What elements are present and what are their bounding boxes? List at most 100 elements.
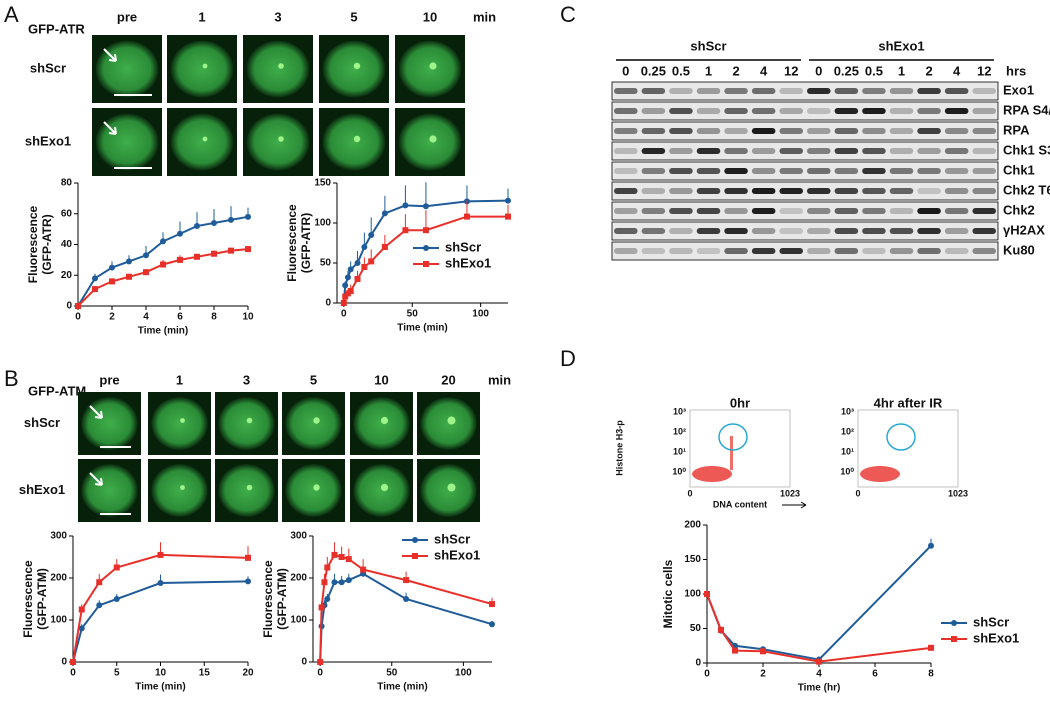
column-label: 3	[243, 372, 250, 387]
focus	[429, 62, 437, 70]
marker	[732, 647, 738, 654]
marker	[78, 625, 85, 632]
band	[669, 168, 693, 174]
y-tick-label: 100	[50, 615, 67, 626]
row-label: Chk2 T68	[1003, 182, 1050, 197]
column-label: 5	[350, 9, 357, 24]
band	[834, 168, 859, 174]
band	[641, 188, 666, 194]
y-tick-label: 200	[50, 573, 67, 584]
band	[807, 248, 831, 254]
lane-label: 0.5	[865, 63, 883, 78]
x-tick-label: 6	[177, 312, 183, 323]
legend-label: shExo1	[445, 255, 491, 270]
y-axis-title: Fluorescence	[261, 560, 275, 638]
series-line	[72, 553, 249, 663]
band	[917, 248, 941, 254]
marker	[331, 551, 338, 558]
band	[614, 228, 638, 234]
marker	[126, 273, 132, 280]
x-axis-title: DNA content	[713, 499, 767, 509]
band	[779, 248, 803, 254]
band	[889, 188, 914, 194]
band	[614, 208, 638, 214]
x-axis-title: Time (min)	[397, 323, 447, 334]
panel-title: GFP-ATR	[28, 21, 85, 36]
arrow	[89, 472, 103, 486]
row-label: γH2AX	[1003, 222, 1045, 237]
y-tick-label: 0	[61, 657, 67, 668]
focus	[246, 484, 253, 491]
arrow	[782, 501, 807, 509]
lane-label: 0.25	[641, 63, 666, 78]
marker	[157, 551, 164, 558]
band	[889, 228, 914, 234]
band	[889, 128, 914, 134]
marker	[422, 203, 429, 210]
marker	[340, 300, 347, 306]
y-tick-label: 0	[66, 301, 72, 312]
population	[860, 466, 900, 482]
row-label: shExo1	[19, 482, 65, 497]
band	[972, 248, 996, 254]
band	[807, 88, 831, 94]
x-tick-label: 5	[114, 668, 120, 679]
x-tick-label: 0	[75, 312, 81, 323]
y-tick-label: 300	[50, 531, 67, 542]
y-tick-label: 100	[290, 615, 307, 626]
band	[834, 188, 859, 194]
band	[972, 128, 996, 134]
band	[807, 228, 831, 234]
marker	[368, 232, 375, 238]
band	[889, 148, 914, 154]
focus	[447, 416, 456, 425]
focus	[246, 417, 253, 424]
x-axis-title: Time (hr)	[798, 683, 841, 694]
band	[724, 208, 748, 214]
x-tick-label: 1023	[948, 488, 968, 498]
focus	[180, 418, 185, 423]
blot-strip	[611, 241, 999, 261]
band	[889, 248, 914, 254]
y-tick-label: 10⁰	[840, 466, 854, 476]
focus	[380, 416, 389, 425]
x-tick-label: 0	[687, 488, 692, 498]
legend-label: shExo1	[434, 547, 480, 562]
marker	[96, 579, 103, 586]
band	[972, 88, 996, 94]
band	[944, 148, 969, 154]
nucleus	[218, 397, 275, 450]
x-tick-label: 2	[109, 312, 115, 323]
marker	[228, 247, 234, 254]
y-tick-label: 200	[684, 520, 701, 531]
band	[889, 208, 914, 214]
blot-strip	[611, 201, 999, 221]
blot-strip	[611, 101, 999, 121]
band	[944, 248, 969, 254]
column-label: 5	[310, 372, 317, 387]
x-axis-title: Time (min)	[135, 682, 185, 693]
band	[724, 248, 748, 254]
band	[779, 188, 803, 194]
panel-letter: C	[560, 2, 576, 27]
blot-strip	[611, 181, 999, 201]
arrow	[89, 405, 103, 419]
blot-strip	[611, 221, 999, 241]
y-tick-label: 40	[61, 239, 73, 250]
band	[944, 228, 969, 234]
band	[751, 108, 776, 114]
focus	[278, 63, 284, 69]
band	[807, 208, 831, 214]
marker	[760, 648, 766, 655]
row-label: Ku80	[1003, 242, 1035, 257]
y-tick-label: 150	[684, 554, 701, 565]
row-label: Exo1	[1003, 82, 1034, 97]
band	[917, 148, 941, 154]
lane-label: 0.25	[834, 63, 859, 78]
band	[779, 88, 803, 94]
x-tick-label: 0	[855, 488, 860, 498]
lane-label: 0	[815, 63, 822, 78]
marker	[403, 596, 410, 602]
group-label: shExo1	[878, 38, 924, 53]
band	[807, 108, 831, 114]
